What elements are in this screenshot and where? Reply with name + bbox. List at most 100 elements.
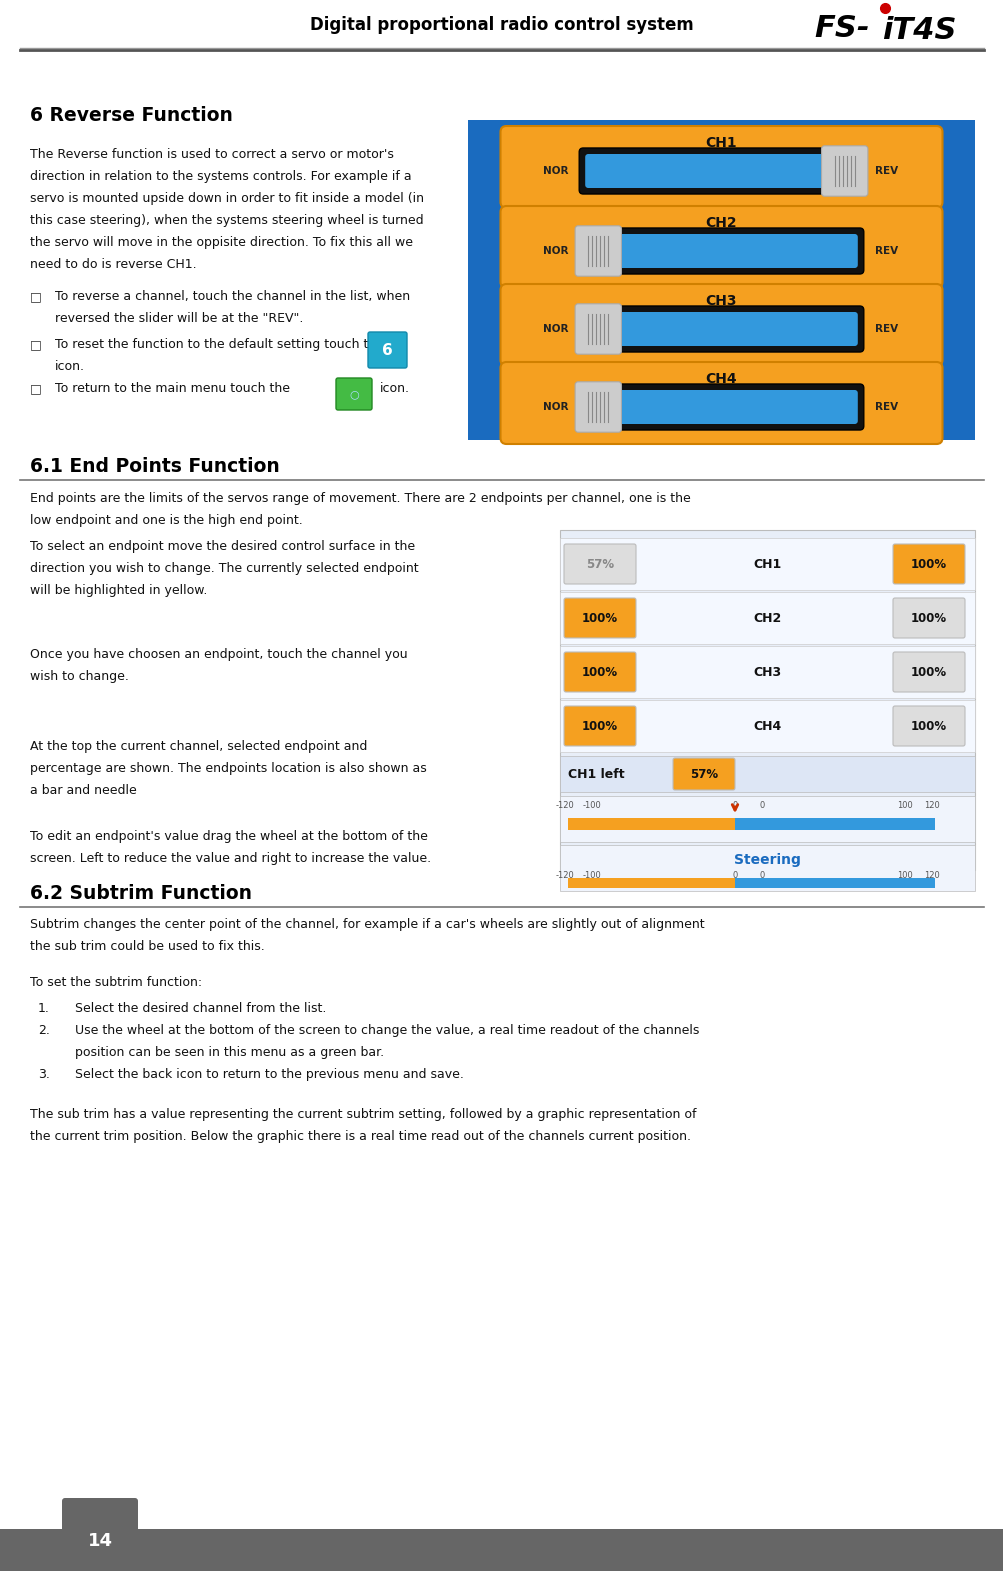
Text: screen. Left to reduce the value and right to increase the value.: screen. Left to reduce the value and rig…	[30, 851, 430, 866]
Text: icon.: icon.	[55, 360, 85, 372]
FancyBboxPatch shape	[892, 544, 964, 584]
Text: The sub trim has a value representing the current subtrim setting, followed by a: The sub trim has a value representing th…	[30, 1108, 696, 1122]
Text: 0: 0	[731, 801, 737, 811]
Text: ○: ○	[349, 390, 358, 399]
Text: 1.: 1.	[38, 1002, 50, 1015]
Text: REV: REV	[874, 402, 897, 412]
FancyBboxPatch shape	[579, 228, 863, 273]
Text: 57%: 57%	[689, 768, 717, 781]
FancyBboxPatch shape	[336, 379, 372, 410]
Bar	[560, 796, 974, 842]
Text: the current trim position. Below the graphic there is a real time read out of th: the current trim position. Below the gra…	[30, 1130, 690, 1144]
Text: 100%: 100%	[910, 666, 946, 679]
Text: 0: 0	[758, 801, 764, 811]
FancyBboxPatch shape	[892, 599, 964, 638]
FancyBboxPatch shape	[500, 206, 942, 287]
FancyBboxPatch shape	[585, 390, 857, 424]
Text: At the top the current channel, selected endpoint and: At the top the current channel, selected…	[30, 740, 367, 753]
Text: 6: 6	[381, 342, 392, 358]
Text: iT4S: iT4S	[881, 16, 956, 44]
FancyBboxPatch shape	[564, 544, 635, 584]
Bar	[560, 592, 974, 644]
Text: Digital proportional radio control system: Digital proportional radio control syste…	[310, 16, 693, 35]
Text: 100%: 100%	[582, 611, 618, 625]
Text: 3.: 3.	[38, 1068, 50, 1081]
Text: will be highlighted in yellow.: will be highlighted in yellow.	[30, 584, 208, 597]
Text: Select the back icon to return to the previous menu and save.: Select the back icon to return to the pr…	[75, 1068, 463, 1081]
Text: To return to the main menu touch the: To return to the main menu touch the	[55, 382, 290, 394]
Text: the sub trim could be used to fix this.: the sub trim could be used to fix this.	[30, 939, 265, 954]
FancyBboxPatch shape	[585, 313, 857, 346]
FancyBboxPatch shape	[585, 154, 857, 189]
Text: FS-: FS-	[813, 14, 870, 42]
Text: 100%: 100%	[910, 558, 946, 570]
Text: CH2: CH2	[752, 611, 781, 625]
FancyBboxPatch shape	[579, 383, 863, 430]
FancyBboxPatch shape	[575, 303, 621, 353]
Text: REV: REV	[874, 167, 897, 176]
Bar	[568, 818, 734, 829]
Text: CH1: CH1	[705, 137, 736, 149]
Text: direction you wish to change. The currently selected endpoint: direction you wish to change. The curren…	[30, 562, 418, 575]
Text: servo is mounted upside down in order to fit inside a model (in: servo is mounted upside down in order to…	[30, 192, 423, 204]
Text: 14: 14	[87, 1532, 112, 1551]
Text: CH1 left: CH1 left	[568, 768, 624, 781]
Bar	[467, 119, 974, 440]
Bar	[560, 537, 974, 591]
Text: End points are the limits of the servos range of movement. There are 2 endpoints: End points are the limits of the servos …	[30, 492, 690, 504]
Text: low endpoint and one is the high end point.: low endpoint and one is the high end poi…	[30, 514, 303, 526]
Text: -120: -120	[555, 801, 574, 811]
Text: 6.2 Subtrim Function: 6.2 Subtrim Function	[30, 883, 252, 902]
Bar	[734, 878, 934, 888]
FancyBboxPatch shape	[820, 146, 867, 196]
Text: -120: -120	[555, 870, 574, 880]
Text: 6 Reverse Function: 6 Reverse Function	[30, 105, 233, 124]
Text: percentage are shown. The endpoints location is also shown as: percentage are shown. The endpoints loca…	[30, 762, 426, 775]
FancyBboxPatch shape	[500, 284, 942, 366]
Text: the servo will move in the oppisite direction. To fix this all we: the servo will move in the oppisite dire…	[30, 236, 412, 248]
Text: 100: 100	[897, 801, 912, 811]
FancyBboxPatch shape	[575, 226, 621, 276]
Bar	[560, 529, 974, 870]
FancyBboxPatch shape	[500, 361, 942, 445]
Text: NOR: NOR	[543, 324, 568, 335]
Text: -100: -100	[582, 801, 601, 811]
Bar	[734, 818, 934, 829]
Text: CH1: CH1	[752, 558, 781, 570]
Bar	[568, 878, 734, 888]
Text: REV: REV	[874, 247, 897, 256]
Text: Select the desired channel from the list.: Select the desired channel from the list…	[75, 1002, 326, 1015]
Text: need to do is reverse CH1.: need to do is reverse CH1.	[30, 258, 197, 272]
Text: Subtrim changes the center point of the channel, for example if a car's wheels a: Subtrim changes the center point of the …	[30, 917, 704, 932]
Text: Once you have choosen an endpoint, touch the channel you: Once you have choosen an endpoint, touch…	[30, 647, 407, 661]
Text: □: □	[30, 338, 42, 350]
Text: this case steering), when the systems steering wheel is turned: this case steering), when the systems st…	[30, 214, 423, 226]
Text: CH3: CH3	[705, 294, 736, 308]
FancyBboxPatch shape	[892, 705, 964, 746]
Text: Steering: Steering	[733, 853, 800, 867]
Text: 100%: 100%	[910, 720, 946, 732]
Text: NOR: NOR	[543, 247, 568, 256]
FancyBboxPatch shape	[62, 1499, 137, 1554]
Text: icon.: icon.	[379, 382, 409, 394]
Bar	[0, 1529, 1003, 1571]
Text: CH4: CH4	[752, 720, 781, 732]
Text: 0: 0	[731, 870, 737, 880]
Text: To edit an endpoint's value drag the wheel at the bottom of the: To edit an endpoint's value drag the whe…	[30, 829, 427, 844]
Text: To reverse a channel, touch the channel in the list, when: To reverse a channel, touch the channel …	[55, 291, 409, 303]
Text: 57%: 57%	[586, 558, 614, 570]
Text: □: □	[30, 291, 42, 303]
Text: 100: 100	[897, 870, 912, 880]
Text: position can be seen in this menu as a green bar.: position can be seen in this menu as a g…	[75, 1046, 384, 1059]
Text: 100%: 100%	[582, 720, 618, 732]
Text: 0: 0	[758, 870, 764, 880]
Bar	[560, 756, 974, 792]
Text: The Reverse function is used to correct a servo or motor's: The Reverse function is used to correct …	[30, 148, 393, 160]
Text: CH2: CH2	[705, 215, 736, 229]
FancyBboxPatch shape	[672, 757, 734, 790]
Bar	[560, 701, 974, 753]
FancyBboxPatch shape	[564, 599, 635, 638]
Text: □: □	[30, 382, 42, 394]
Text: wish to change.: wish to change.	[30, 669, 128, 683]
Text: To reset the function to the default setting touch the: To reset the function to the default set…	[55, 338, 383, 350]
